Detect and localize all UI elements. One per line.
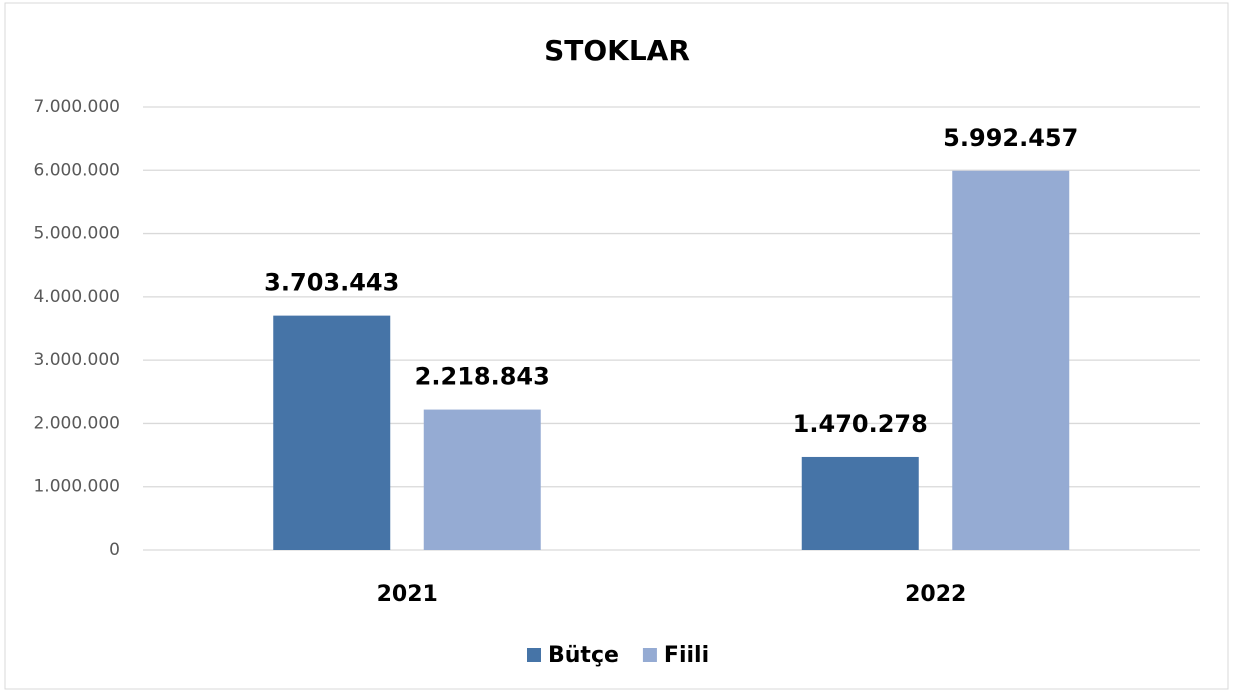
bar [801, 456, 919, 550]
bar [273, 315, 391, 550]
y-tick-label: 3.000.000 [33, 350, 120, 370]
data-label: 2.218.843 [415, 363, 550, 391]
y-tick-label: 5.000.000 [33, 224, 120, 244]
y-tick-label: 1.000.000 [33, 477, 120, 497]
y-tick-label: 4.000.000 [33, 287, 120, 307]
x-tick-label: 2021 [377, 582, 438, 607]
legend-label: Fiili [664, 643, 709, 668]
data-label: 1.470.278 [793, 410, 928, 438]
x-tick-label: 2022 [905, 582, 966, 607]
chart-title: STOKLAR [544, 34, 690, 67]
data-label: 3.703.443 [264, 269, 399, 297]
legend-swatch [642, 648, 657, 662]
data-label: 5.992.457 [943, 124, 1078, 152]
y-tick-label: 6.000.000 [33, 160, 120, 180]
y-tick-label: 0 [109, 540, 120, 560]
legend-swatch [527, 648, 541, 662]
y-tick-label: 2.000.000 [33, 413, 120, 433]
legend-label: Bütçe [548, 643, 619, 668]
bar [423, 409, 541, 550]
y-tick-label: 7.000.000 [33, 97, 120, 117]
bar [952, 170, 1070, 551]
